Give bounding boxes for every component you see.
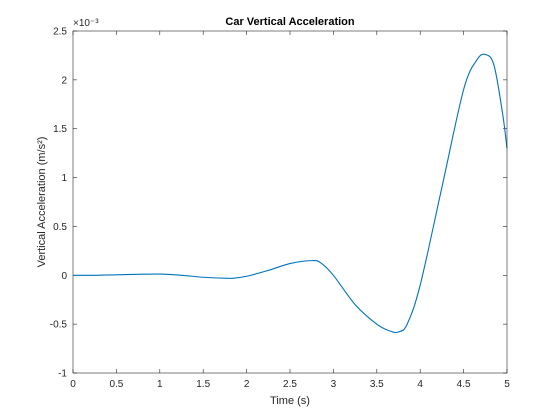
x-tick-label: 0.5 — [109, 379, 123, 390]
x-tick-label: 5 — [504, 379, 510, 390]
x-tick-label: 0 — [70, 379, 76, 390]
y-exponent-label: ×10⁻³ — [73, 18, 99, 29]
y-tick-label: 2.5 — [53, 27, 67, 38]
x-axis-ticks: 0 0.5 1 1.5 2 2.5 3 3.5 4 4.5 5 — [70, 31, 510, 390]
x-tick-label: 2.5 — [283, 379, 297, 390]
x-tick-label: 4 — [417, 379, 423, 390]
x-tick-label: 4.5 — [457, 379, 471, 390]
x-tick-label: 2 — [244, 379, 250, 390]
x-tick-label: 3 — [331, 379, 337, 390]
x-tick-label: 1.5 — [196, 379, 210, 390]
x-tick-label: 1 — [157, 379, 163, 390]
y-tick-label: 1 — [61, 173, 67, 184]
y-tick-label: -0.5 — [50, 320, 68, 331]
series-line-0 — [72, 53, 508, 334]
plot-area-background — [73, 31, 507, 373]
y-tick-label: 0 — [61, 271, 67, 282]
y-axis-title: Vertical Acceleration (m/s²) — [36, 137, 48, 268]
series-layer — [72, 53, 508, 334]
x-tick-label: 3.5 — [370, 379, 384, 390]
x-axis-title: Time (s) — [270, 395, 310, 407]
y-tick-label: -1 — [58, 369, 67, 380]
plot-area-box — [72, 30, 508, 374]
y-tick-label: 0.5 — [53, 222, 67, 233]
chart-title: Car Vertical Acceleration — [225, 16, 354, 28]
y-tick-label: 2 — [61, 75, 67, 86]
y-tick-label: 1.5 — [53, 124, 67, 135]
